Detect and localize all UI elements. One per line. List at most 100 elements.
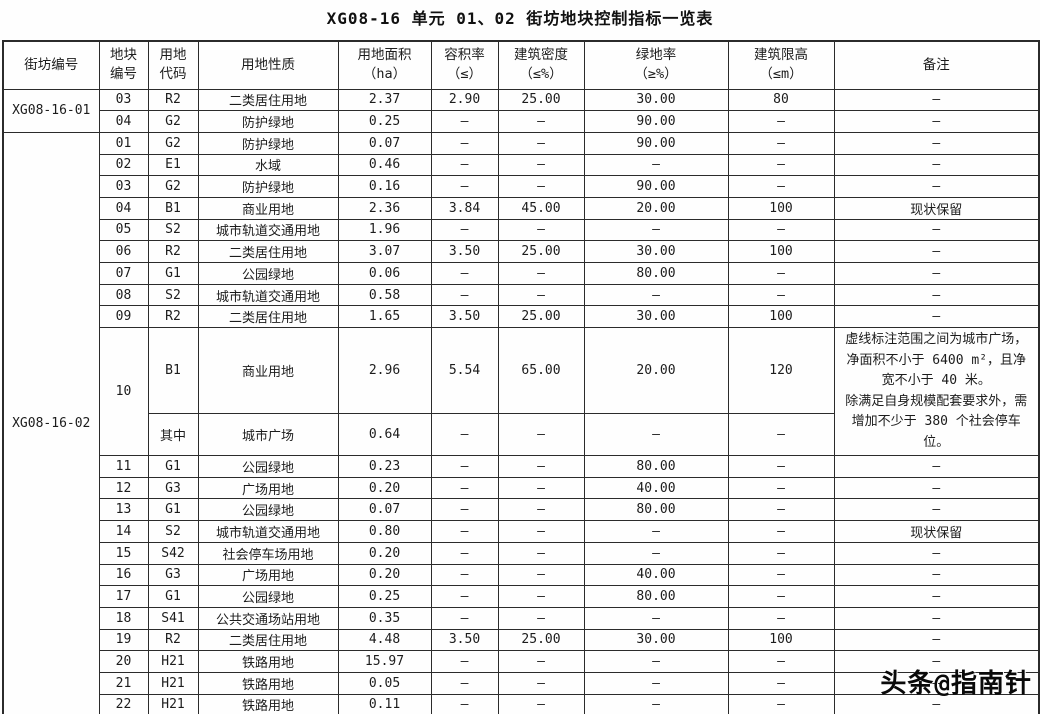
building-density-cell: 25.00 <box>497 240 585 263</box>
land-use-cell: 二类居住用地 <box>197 305 339 329</box>
green-ratio-cell: – <box>583 218 729 242</box>
column-header-line: 用地面积 <box>357 47 412 64</box>
remark-cell: – <box>833 88 1040 112</box>
plot-control-indicators-table: 街坊编号 地块 编号 用地 代码 用地性质 用地面积 （ha） 容积率 （≤） 建筑密度 （≤%） 绿地… <box>2 40 1040 714</box>
plot-number-cell: 22 <box>98 693 149 714</box>
plot-number-cell: 03 <box>98 175 149 198</box>
table-row: 03 G2 防护绿地 0.16– –90.00– – <box>3 175 1040 198</box>
height-limit-cell: – <box>727 650 835 673</box>
land-area-cell: 0.35 <box>337 606 432 630</box>
land-code-cell: H21 <box>147 693 199 714</box>
height-limit-cell: – <box>727 693 835 714</box>
land-use-cell: 公共交通场站用地 <box>197 606 339 630</box>
column-header-line: 建筑密度 <box>514 47 568 64</box>
land-use-cell: 广场用地 <box>197 563 339 587</box>
height-limit-cell: 100 <box>727 196 835 220</box>
land-code-cell: R2 <box>147 628 199 652</box>
land-code-cell: G3 <box>147 476 199 500</box>
building-density-cell: 25.00 <box>497 305 585 329</box>
remark-cell: – <box>833 283 1040 307</box>
green-ratio-cell: 90.00 <box>583 131 729 155</box>
building-density-cell: – <box>497 563 585 587</box>
plot-ratio-cell: – <box>430 175 499 198</box>
plot-number-cell: 02 <box>98 153 149 177</box>
plot-number-cell: 01 <box>98 131 149 155</box>
land-code-cell: G1 <box>147 585 199 608</box>
column-header-line: 用地性质 <box>241 56 295 73</box>
green-ratio-cell: – <box>583 650 729 673</box>
land-area-cell: 2.36 <box>337 196 432 220</box>
plot-ratio-cell: – <box>430 283 499 307</box>
table-row: 08 S2 城市轨道交通用地 0.58– – – – – <box>3 283 1040 307</box>
height-limit-cell: – <box>727 563 835 587</box>
remark-cell: – <box>833 563 1040 587</box>
green-ratio-cell: 20.00 <box>583 196 729 220</box>
column-header-line: （≥%） <box>634 66 678 83</box>
green-ratio-cell: 80.00 <box>583 498 729 522</box>
land-area-cell: 0.25 <box>337 585 432 608</box>
table-row: 15 S42 社会停车场用地 0.20– – – – – <box>3 541 1040 565</box>
land-area-cell: 0.06 <box>337 262 432 285</box>
building-density-cell: – <box>497 520 585 543</box>
remark-cell: 虚线标注范围之间为城市广场，净面积不小于 6400 m²，且净宽不小于 40 米… <box>833 327 1040 457</box>
building-density-cell: 65.00 <box>497 327 585 415</box>
land-use-cell: 铁路用地 <box>197 650 339 673</box>
building-density-cell: 25.00 <box>497 628 585 652</box>
green-ratio-cell: 90.00 <box>583 175 729 198</box>
plot-ratio-cell: – <box>430 650 499 673</box>
height-limit-cell: – <box>727 283 835 307</box>
plot-number-cell: 14 <box>98 520 149 543</box>
building-density-cell: 25.00 <box>497 88 585 112</box>
building-density-cell: – <box>497 650 585 673</box>
land-area-cell: 2.96 <box>337 327 432 415</box>
table-row: 11 G1 公园绿地 0.23– –80.00– – <box>3 455 1040 478</box>
column-header-line: 用地 <box>159 47 187 64</box>
land-code-cell: H21 <box>147 650 199 673</box>
table-row: 09 R2 二类居住用地 1.65 3.50 25.00 30.00 100– <box>3 305 1040 329</box>
plot-ratio-cell: 3.50 <box>430 305 499 329</box>
land-use-cell: 城市轨道交通用地 <box>197 283 339 307</box>
land-area-cell: 3.07 <box>337 240 432 263</box>
plot-number-cell: 07 <box>98 262 149 285</box>
land-use-cell: 公园绿地 <box>197 262 339 285</box>
land-code-cell: B1 <box>147 327 199 415</box>
building-density-cell: – <box>497 283 585 307</box>
table-row: 18 S41 公共交通场站用地 0.35– – – – – <box>3 606 1040 630</box>
land-use-cell: 防护绿地 <box>197 175 339 198</box>
green-ratio-cell: – <box>583 541 729 565</box>
plot-ratio-cell: – <box>430 585 499 608</box>
green-ratio-cell: – <box>583 283 729 307</box>
plot-number-cell: 17 <box>98 585 149 608</box>
remark-cell: – <box>833 110 1040 133</box>
column-header-line: 容积率 <box>444 47 485 64</box>
land-code-cell: G3 <box>147 563 199 587</box>
plot-ratio-cell: 3.50 <box>430 628 499 652</box>
green-ratio-cell: 80.00 <box>583 262 729 285</box>
land-area-cell: 1.96 <box>337 218 432 242</box>
land-area-cell: 0.58 <box>337 283 432 307</box>
building-density-cell: – <box>497 110 585 133</box>
land-area-cell: 2.37 <box>337 88 432 112</box>
land-area-cell: 0.16 <box>337 175 432 198</box>
land-use-cell: 二类居住用地 <box>197 628 339 652</box>
building-density-cell: – <box>497 541 585 565</box>
column-header: 容积率 （≤） <box>430 40 499 90</box>
table-row: 19 R2 二类居住用地 4.48 3.50 25.00 30.00 100– <box>3 628 1040 652</box>
height-limit-cell: – <box>727 218 835 242</box>
column-header: 绿地率 （≥%） <box>583 40 729 90</box>
land-use-cell: 铁路用地 <box>197 671 339 695</box>
plot-number-cell: 06 <box>98 240 149 263</box>
column-header: 用地面积 （ha） <box>337 40 432 90</box>
plot-number-cell: 03 <box>98 88 149 112</box>
table-row: 05 S2 城市轨道交通用地 1.96– – – – – <box>3 218 1040 242</box>
column-header: 街坊编号 <box>2 40 100 90</box>
plot-ratio-cell: – <box>430 218 499 242</box>
land-use-cell: 公园绿地 <box>197 498 339 522</box>
green-ratio-cell: 40.00 <box>583 563 729 587</box>
land-code-cell: S2 <box>147 283 199 307</box>
remark-cell: – <box>833 606 1040 630</box>
plot-number-cell: 11 <box>98 455 149 478</box>
green-ratio-cell: – <box>583 413 729 457</box>
land-use-cell: 二类居住用地 <box>197 88 339 112</box>
land-area-cell: 0.11 <box>337 693 432 714</box>
